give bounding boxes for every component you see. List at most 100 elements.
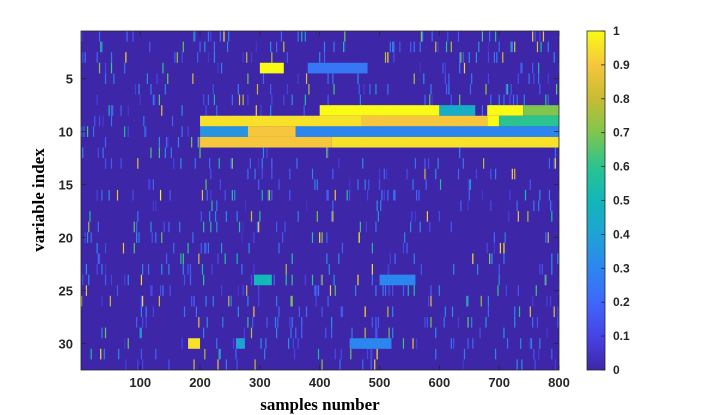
heatmap-cell	[486, 242, 488, 254]
heatmap-cell	[521, 62, 523, 74]
heatmap-cell	[414, 158, 417, 169]
heatmap-cell	[98, 115, 101, 127]
y-tick-label: 20	[59, 231, 73, 246]
heatmap-cells	[81, 31, 559, 370]
heatmap-cell	[314, 285, 316, 296]
heatmap-cell	[459, 62, 461, 74]
heatmap-cell	[547, 41, 549, 53]
heatmap-cell	[463, 348, 466, 360]
heatmap-cell	[139, 327, 141, 339]
heatmap-cell	[270, 105, 272, 116]
heatmap-cell	[481, 189, 484, 201]
heatmap-cell	[89, 211, 91, 222]
heatmap-cell	[126, 31, 128, 42]
heatmap-cell	[148, 179, 150, 190]
heatmap-cell	[387, 52, 389, 63]
heatmap-cell	[266, 317, 268, 328]
heatmap-cell	[191, 295, 193, 307]
heatmap-cell	[193, 295, 195, 307]
heatmap-cell	[411, 211, 413, 222]
heatmap-cell	[231, 189, 233, 201]
heatmap-cell	[232, 338, 235, 349]
heatmap-cell	[437, 41, 439, 53]
heatmap-cell	[256, 83, 259, 95]
heatmap-cell	[243, 327, 245, 339]
heatmap-cell	[155, 200, 157, 212]
heatmap-cell	[200, 242, 202, 254]
heatmap-cell	[151, 285, 153, 296]
heatmap-cell	[158, 136, 160, 148]
heatmap-cell	[181, 126, 183, 137]
heatmap-cell	[557, 253, 559, 265]
heatmap-cell	[210, 189, 212, 201]
heatmap-cell	[297, 338, 299, 349]
heatmap-cell	[520, 62, 522, 74]
heatmap-cell	[410, 41, 412, 53]
heatmap-cell	[204, 242, 206, 254]
heatmap-cell	[532, 295, 534, 307]
x-tick-label: 500	[369, 375, 391, 390]
heatmap-cell	[547, 94, 549, 106]
heatmap-cell	[323, 41, 326, 53]
heatmap-cell	[430, 295, 432, 307]
heatmap-cell	[213, 52, 216, 63]
heatmap-cell	[331, 317, 333, 328]
heatmap-cell	[290, 327, 292, 339]
heatmap-cell	[216, 105, 218, 116]
heatmap-cell	[334, 285, 336, 296]
heatmap-cell	[210, 221, 212, 233]
heatmap-cell	[545, 274, 547, 286]
heatmap-cell	[258, 179, 260, 190]
heatmap-cell	[478, 41, 480, 53]
heatmap-cell	[327, 73, 329, 84]
heatmap-cell	[498, 94, 500, 106]
heatmap-cell	[207, 94, 210, 106]
heatmap-cell	[198, 317, 200, 328]
heatmap-cell	[451, 306, 454, 318]
heatmap-cell	[270, 83, 272, 95]
heatmap-cell	[201, 189, 204, 201]
heatmap-cell	[509, 94, 511, 106]
heatmap-segment	[379, 274, 416, 286]
heatmap-cell	[151, 232, 153, 243]
heatmap-cell	[349, 189, 351, 201]
heatmap-segment	[200, 126, 248, 137]
heatmap-cell	[402, 338, 405, 349]
heatmap-cell	[384, 52, 387, 63]
heatmap-cell	[503, 253, 505, 265]
heatmap-cell	[137, 211, 139, 222]
heatmap-cell	[510, 41, 512, 53]
heatmap-cell	[176, 52, 178, 63]
heatmap-cell	[97, 221, 99, 233]
heatmap-cell	[503, 94, 505, 106]
heatmap-cell	[323, 52, 326, 63]
heatmap-cell	[295, 327, 297, 339]
heatmap-cell	[457, 31, 460, 42]
heatmap-cell	[96, 264, 98, 275]
heatmap-cell	[377, 317, 379, 328]
heatmap-cell	[237, 306, 239, 318]
heatmap-cell	[311, 168, 314, 180]
heatmap-cell	[363, 83, 365, 95]
heatmap-cell	[136, 232, 138, 243]
heatmap-cell	[317, 285, 320, 296]
heatmap-cell	[152, 200, 154, 212]
heatmap-cell	[110, 105, 113, 116]
heatmap-cell	[86, 126, 89, 137]
heatmap-cell	[278, 242, 280, 254]
heatmap-cell	[450, 221, 452, 233]
heatmap-cell	[392, 41, 394, 53]
heatmap-cell	[489, 31, 491, 42]
heatmap-cell	[127, 126, 129, 137]
heatmap-cell	[539, 83, 541, 95]
heatmap-segment	[235, 338, 245, 349]
heatmap-cell	[444, 62, 446, 74]
colorbar-tick-label: 0.4	[613, 227, 630, 241]
heatmap-cell	[536, 41, 539, 53]
heatmap-cell	[155, 232, 157, 243]
heatmap-cell	[467, 200, 469, 212]
heatmap-cell	[159, 189, 162, 201]
heatmap-cell	[416, 189, 418, 201]
heatmap-cell	[539, 264, 541, 275]
heatmap-cell	[556, 83, 558, 95]
